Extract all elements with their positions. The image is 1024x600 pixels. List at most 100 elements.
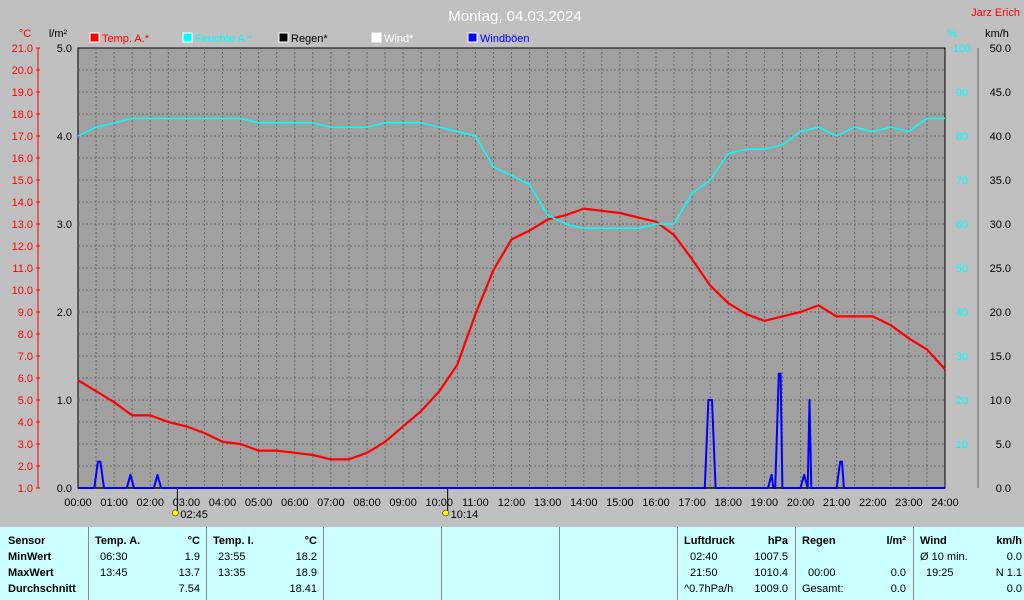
hum-tick-label: 60 <box>956 219 968 231</box>
time-marker-label: 10:14 <box>451 509 479 521</box>
rain-unit: l/m² <box>886 535 906 547</box>
legend-swatch <box>371 32 382 43</box>
temp-tick-label: 12.0 <box>12 241 33 253</box>
x-tick-label: 20:00 <box>787 497 815 509</box>
hum-tick-label: 40 <box>956 307 968 319</box>
legend-label: Windböen <box>480 33 530 45</box>
rain-tick-label: 4.0 <box>57 131 72 143</box>
temp-a-header: Temp. A. <box>95 535 141 547</box>
temp-tick-label: 10.0 <box>12 285 33 297</box>
wind-max-time: 19:25 <box>926 567 954 579</box>
temp-tick-label: 4.0 <box>18 417 33 429</box>
legend-label: Regen* <box>291 33 328 45</box>
pressure-max: 1010.4 <box>754 567 788 579</box>
table-divider <box>88 527 89 600</box>
temp-tick-label: 19.0 <box>12 87 33 99</box>
temp-tick-label: 5.0 <box>18 395 33 407</box>
pressure-min-time: 02:40 <box>690 551 718 563</box>
wind-tick-label: 45.0 <box>990 87 1011 99</box>
legend-swatch <box>467 32 478 43</box>
table-divider <box>795 527 796 600</box>
table-divider <box>559 527 560 600</box>
rain-max-time: 00:00 <box>808 567 836 579</box>
temp-a-avg: 7.54 <box>178 583 200 595</box>
temp-a-max-time: 13:45 <box>100 567 128 579</box>
hum-tick-label: 70 <box>956 175 968 187</box>
x-tick-label: 03:00 <box>173 497 201 509</box>
pressure-min: 1007.5 <box>754 551 788 563</box>
rain-total-label: Gesamt: <box>802 583 844 595</box>
x-tick-label: 00:00 <box>64 497 92 509</box>
x-tick-label: 02:00 <box>136 497 164 509</box>
wind-avg10: 0.0 <box>1006 551 1022 563</box>
wind-tick-label: 0.0 <box>996 483 1011 495</box>
wind-tick-label: 20.0 <box>990 307 1011 319</box>
rain-tick-label: 2.0 <box>57 307 72 319</box>
wind-tick-label: 35.0 <box>990 175 1011 187</box>
rain-tick-label: 0.0 <box>57 483 72 495</box>
x-tick-label: 17:00 <box>678 497 706 509</box>
pressure-trend: 1009.0 <box>754 583 788 595</box>
series-line <box>77 117 945 230</box>
temp-tick-label: 6.0 <box>18 373 33 385</box>
temp-i-header: Temp. I. <box>213 535 254 547</box>
wind-unit: km/h <box>996 535 1022 547</box>
rain-tick-label: 5.0 <box>57 43 72 55</box>
x-tick-label: 04:00 <box>209 497 237 509</box>
table-divider <box>323 527 324 600</box>
wind-axis-unit: km/h <box>985 28 1009 40</box>
temp-tick-label: 20.0 <box>12 65 33 77</box>
hum-tick-label: 100 <box>953 43 971 55</box>
table-divider <box>441 527 442 600</box>
time-marker-icon <box>442 509 449 517</box>
chart-svg: Montag, 04.03.2024 Jarz Erich °C l/m²% km/h T… <box>12 7 1020 521</box>
rain-max: 0.0 <box>890 567 906 579</box>
stats-table: Sensor MinWert MaxWert Durchschnitt Temp… <box>0 527 1024 600</box>
temp-tick-label: 21.0 <box>12 43 33 55</box>
wind-tick-label: 50.0 <box>990 43 1011 55</box>
temp-i-min-time: 23:55 <box>218 551 246 563</box>
rain-tick-label: 3.0 <box>57 219 72 231</box>
x-tick-label: 05:00 <box>245 497 273 509</box>
x-tick-label: 08:00 <box>353 497 381 509</box>
row-label-avg: Durchschnitt <box>8 583 76 595</box>
hum-tick-label: 80 <box>956 131 968 143</box>
temp-tick-label: 1.0 <box>18 483 33 495</box>
x-tick-label: 09:00 <box>389 497 417 509</box>
temp-tick-label: 18.0 <box>12 109 33 121</box>
x-tick-label: 19:00 <box>751 497 779 509</box>
wind-max: N 1.1 <box>995 567 1022 579</box>
legend-swatch <box>182 32 193 43</box>
chart-author: Jarz Erich <box>971 7 1020 19</box>
legend-label: Wind* <box>384 33 414 45</box>
temp-tick-label: 7.0 <box>18 351 33 363</box>
temp-tick-label: 8.0 <box>18 329 33 341</box>
wind-avg10-label: Ø 10 min. <box>920 551 968 563</box>
temp-i-avg: 18.41 <box>289 583 317 595</box>
x-tick-label: 15:00 <box>606 497 634 509</box>
temp-a-unit: °C <box>187 535 200 547</box>
x-tick-label: 23:00 <box>895 497 923 509</box>
time-marker-icon <box>172 509 179 517</box>
x-tick-label: 10:00 <box>425 497 453 509</box>
hum-tick-label: 90 <box>956 87 968 99</box>
legend-label: Feuchte A.* <box>195 33 253 45</box>
legend-swatch <box>278 32 289 43</box>
temp-tick-label: 2.0 <box>18 461 33 473</box>
temp-tick-label: 15.0 <box>12 175 33 187</box>
hum-axis-unit: % <box>947 28 957 40</box>
series-line <box>77 207 946 461</box>
temp-a-min-time: 06:30 <box>100 551 128 563</box>
chart-title: Montag, 04.03.2024 <box>448 8 581 25</box>
table-divider <box>677 527 678 600</box>
x-tick-label: 21:00 <box>823 497 851 509</box>
x-tick-label: 12:00 <box>498 497 526 509</box>
x-tick-label: 16:00 <box>642 497 670 509</box>
temp-a-max: 13.7 <box>178 567 200 579</box>
temp-i-unit: °C <box>304 535 317 547</box>
legend-swatch <box>89 32 100 43</box>
pressure-trend-label: ^0.7hPa/h <box>684 583 734 595</box>
hum-tick-label: 20 <box>956 395 968 407</box>
table-divider <box>913 527 914 600</box>
weather-chart: Montag, 04.03.2024 Jarz Erich °C l/m²% km/h T… <box>11 7 1020 521</box>
